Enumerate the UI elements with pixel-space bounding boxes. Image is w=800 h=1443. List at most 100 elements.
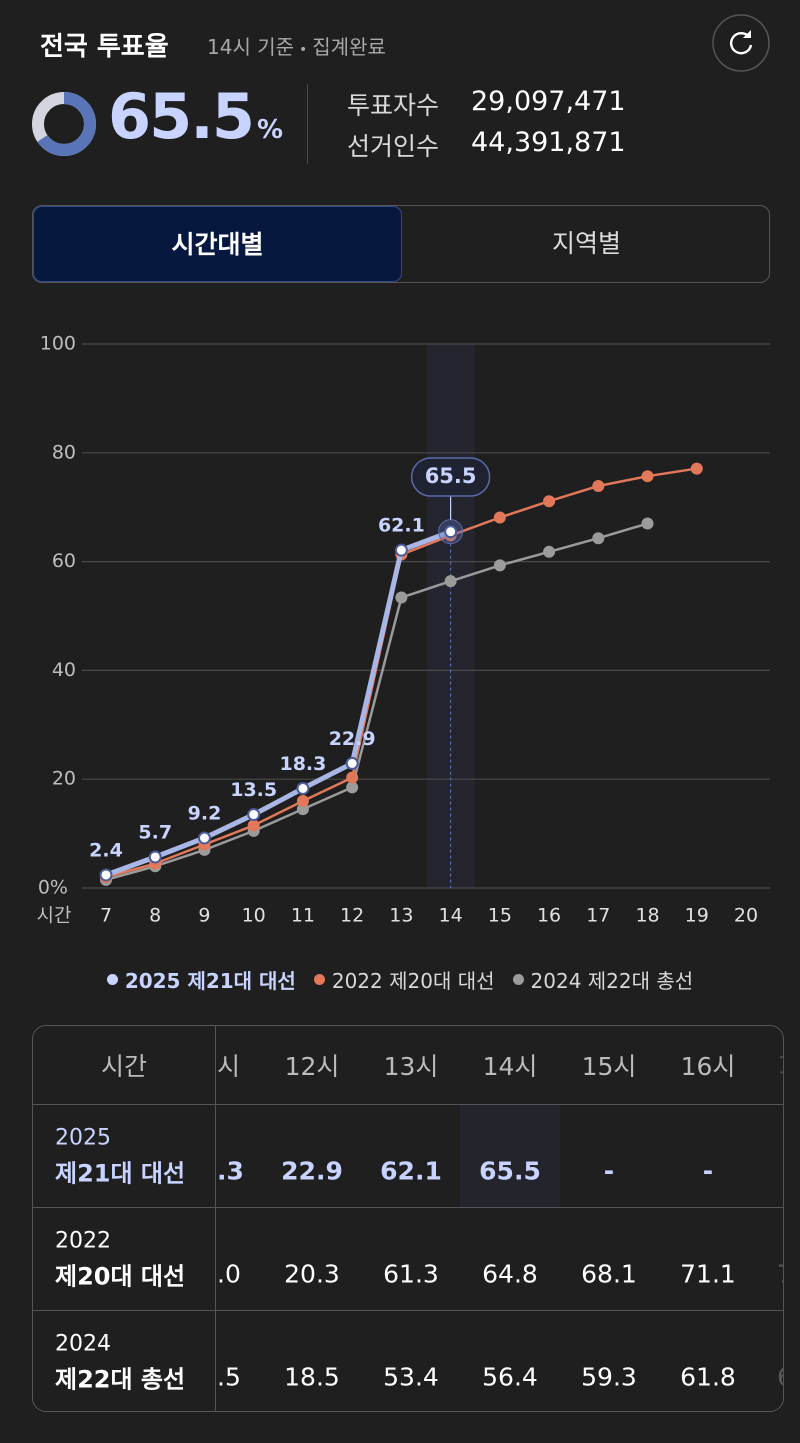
- point: [394, 543, 408, 557]
- row-year: 2024: [55, 1331, 111, 1357]
- stat-value: 44,391,871: [471, 127, 626, 158]
- legend-label: 2022 제20대 대선: [331, 968, 495, 993]
- x-tick-label: 9: [198, 905, 210, 927]
- table-cell: 18.5: [284, 1362, 340, 1392]
- header-cell: 16시: [680, 1052, 736, 1081]
- point: [690, 462, 703, 475]
- legend-item: 2024 제22대 총선: [512, 965, 694, 994]
- table-cell: -: [702, 1156, 714, 1186]
- point: [296, 794, 309, 807]
- point: [346, 771, 359, 784]
- subtitle: 14시 기준 • 집계완료: [207, 31, 386, 60]
- donut-progress: [32, 92, 96, 156]
- point: [543, 545, 556, 558]
- header-cell: 13시: [383, 1052, 439, 1081]
- series-line: [105, 522, 648, 882]
- table-cell: 6: [777, 1363, 783, 1392]
- point: [346, 781, 359, 794]
- point: [592, 532, 605, 545]
- header-cell: 1: [777, 1051, 783, 1080]
- table-cell: 59.3: [581, 1362, 637, 1392]
- table-cell: -: [603, 1156, 615, 1186]
- tabs: 시간대별 지역별: [32, 205, 770, 283]
- row-name: 제21대 대선: [55, 1159, 186, 1188]
- point: [444, 575, 457, 588]
- point: [197, 831, 211, 845]
- stat-label: 투표자수: [347, 91, 440, 120]
- x-tick-label: 11: [291, 905, 315, 927]
- point: [444, 525, 458, 539]
- x-tick-label: 8: [149, 905, 161, 927]
- table-cell: 7: [777, 1260, 783, 1289]
- table-cell: 64.8: [482, 1259, 538, 1289]
- header-cell: 15시: [581, 1052, 637, 1081]
- table-cell: 61.8: [680, 1362, 736, 1392]
- turnout-value: 65.5: [108, 80, 255, 153]
- y-tick-label: 80: [52, 441, 76, 463]
- table-cell: 62.1: [380, 1156, 442, 1186]
- point: [592, 479, 605, 492]
- header-cell: 12시: [284, 1052, 340, 1081]
- x-tick-label: 7: [100, 905, 112, 927]
- table-cell: 20.3: [284, 1259, 340, 1289]
- data-label: 9.2: [188, 802, 222, 824]
- table: 시간 시 12시 13시 14시 15시 16시 1 2025 제21대 대선 .3 22.9 62.1…: [32, 1025, 784, 1412]
- x-axis-label: 시간: [37, 905, 72, 927]
- point: [148, 850, 162, 864]
- table-cell: .0: [217, 1259, 241, 1289]
- header-cell: 시: [217, 1052, 241, 1081]
- point: [493, 559, 506, 572]
- callout: [410, 457, 491, 497]
- point: [345, 756, 359, 770]
- x-tick-label: 14: [439, 905, 463, 927]
- data-label: 5.7: [138, 821, 172, 843]
- stat-value: 29,097,471: [471, 86, 626, 117]
- data-label: 2.4: [89, 839, 123, 861]
- x-tick-label: 12: [340, 905, 364, 927]
- refresh-button[interactable]: [712, 14, 770, 72]
- point: [641, 517, 654, 530]
- series-line: [105, 529, 452, 878]
- x-tick-label: 13: [389, 905, 413, 927]
- data-label: 13.5: [230, 779, 277, 801]
- x-tick-label: 16: [537, 905, 561, 927]
- point: [395, 591, 408, 604]
- tab[interactable]: 지역별: [551, 229, 621, 258]
- x-tick-label: 20: [734, 905, 758, 927]
- point: [493, 511, 506, 524]
- x-tick-label: 15: [488, 905, 512, 927]
- data-label: 62.1: [378, 515, 425, 537]
- legend-label: 2024 제22대 총선: [530, 968, 694, 993]
- point: [641, 470, 654, 483]
- point: [99, 868, 113, 882]
- turnout: 65.5%: [108, 80, 283, 153]
- x-tick-label: 10: [242, 905, 266, 927]
- table-cell: 22.9: [281, 1156, 343, 1186]
- legend-dot: [106, 973, 118, 985]
- callout-label: 65.5: [425, 464, 477, 488]
- point: [247, 808, 261, 822]
- stat-label: 선거인수: [347, 132, 440, 161]
- highlight-cell: [460, 1104, 560, 1207]
- turnout-donut: [32, 92, 96, 156]
- status: 집계완료: [312, 35, 386, 59]
- table-cell: .3: [217, 1156, 244, 1186]
- data-label: 22.9: [329, 728, 376, 750]
- point: [296, 781, 310, 795]
- divider: [307, 84, 308, 164]
- table-cell: 68.1: [581, 1259, 637, 1289]
- table-cell: 53.4: [383, 1362, 439, 1392]
- x-tick-label: 17: [586, 905, 610, 927]
- row-year: 2022: [55, 1228, 111, 1254]
- legend-item: 2025 제21대 대선: [106, 965, 296, 994]
- header-cell: 14시: [482, 1052, 538, 1081]
- table-cell: 65.5: [479, 1156, 541, 1186]
- tab[interactable]: 시간대별: [33, 206, 402, 282]
- table-cell: 61.3: [383, 1259, 439, 1289]
- y-tick-label: 0%: [38, 877, 68, 899]
- y-tick-label: 60: [52, 550, 76, 572]
- turnout-unit: %: [256, 115, 284, 145]
- column-divider: [215, 1026, 216, 1411]
- row-name: 제20대 대선: [55, 1262, 186, 1291]
